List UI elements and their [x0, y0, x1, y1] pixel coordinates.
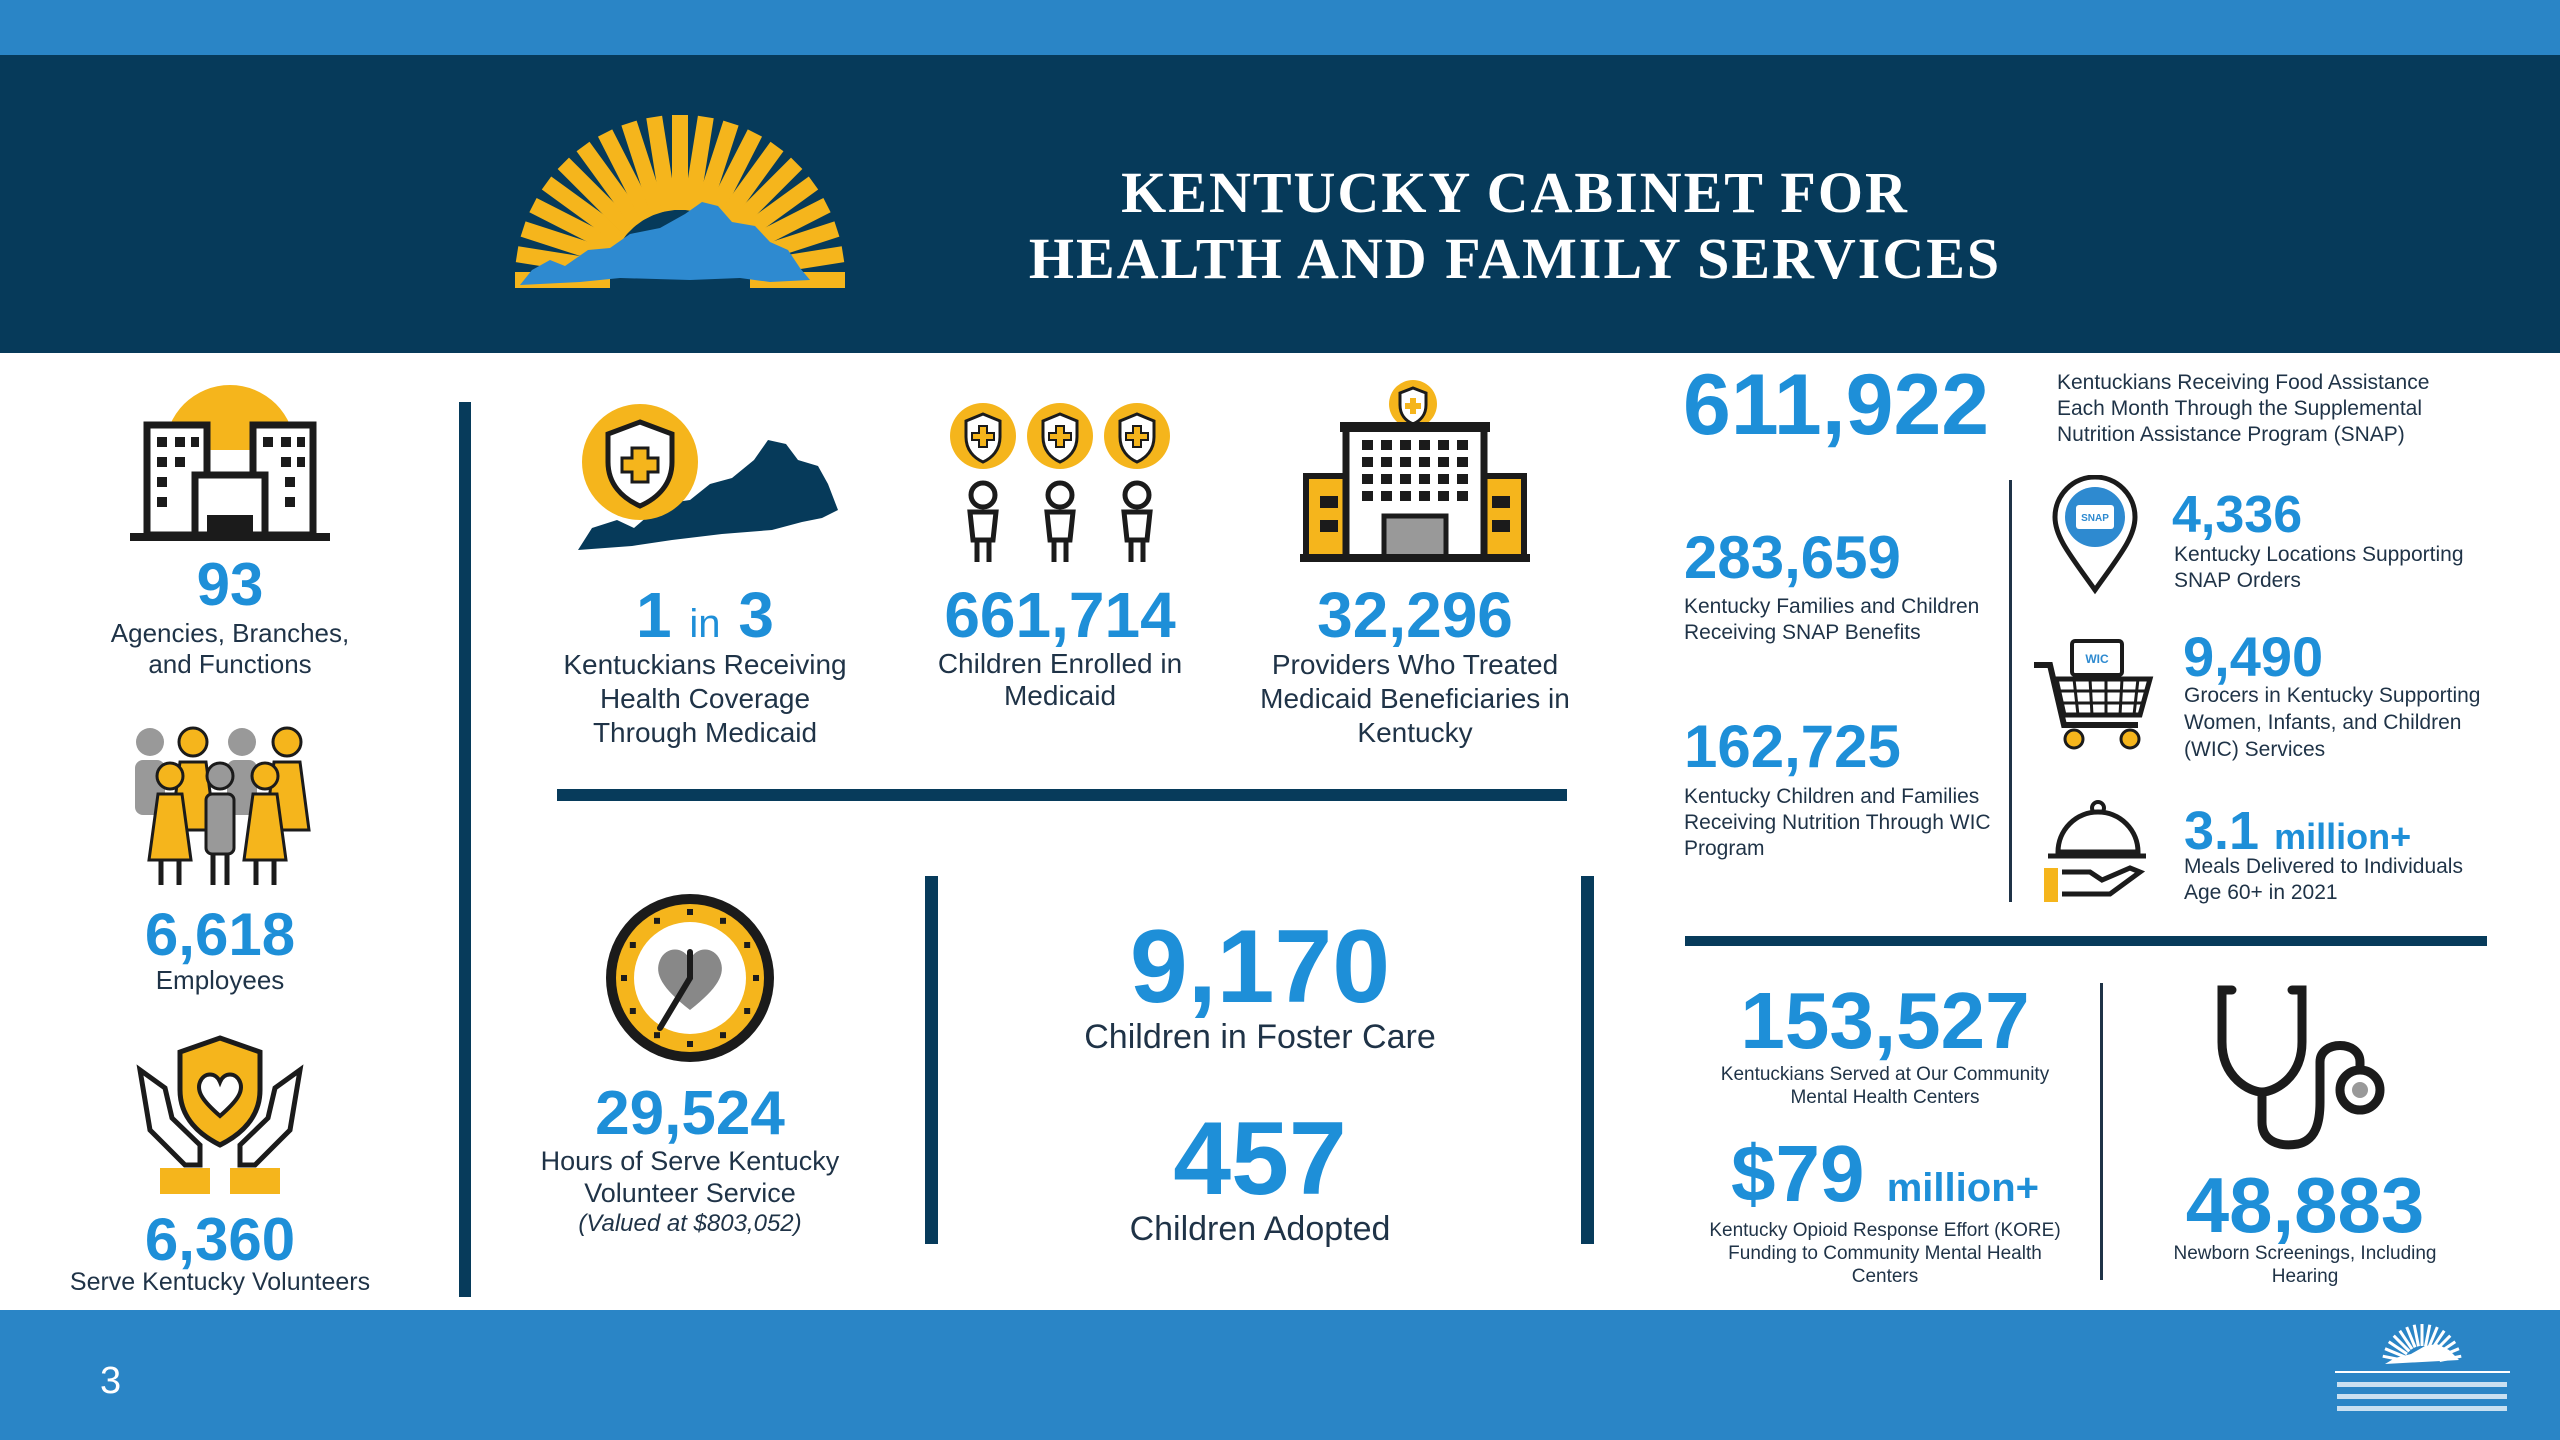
snap-divider: [2009, 480, 2012, 902]
kore-funding: $79 million+: [1700, 1128, 2070, 1220]
hands-heart-icon: [136, 1035, 304, 1194]
snap-families-count: 283,659: [1684, 524, 1901, 591]
snap-recipients-count: 611,922: [1683, 357, 1990, 453]
children-shield-icon: [950, 403, 1170, 562]
volunteers-label: Serve Kentucky Volunteers: [69, 1268, 371, 1296]
children-enrolled-label: Children Enrolled in Medicaid: [937, 648, 1183, 711]
coverage-ratio-numerator: 1: [636, 579, 672, 651]
top-band: [0, 0, 2560, 55]
mental-health-served-count: 153,527: [1740, 976, 2030, 1065]
meals-label: Meals Delivered to Individuals Age 60+ i…: [2184, 855, 2463, 904]
meals-count: 3.1 million+: [2184, 800, 2411, 862]
agencies-count: 93: [196, 551, 264, 618]
agencies-label: Agencies, Branches, and Functions: [110, 618, 350, 679]
kentucky-shield-icon: [578, 404, 838, 550]
snap-locations-count: 4,336: [2172, 486, 2303, 544]
meals-unit: million+: [2274, 816, 2412, 857]
mental-health-served-label: Kentuckians Served at Our Community Ment…: [1720, 1064, 2050, 1108]
providers-count: 32,296: [1317, 579, 1513, 651]
volunteer-hours-label: Hours of Serve Kentucky Volunteer Servic…: [540, 1146, 840, 1208]
volunteer-hours-note: (Valued at $803,052): [578, 1210, 802, 1237]
title-line-1: KENTUCKY CABINET FOR: [1121, 160, 1909, 225]
wic-label: Kentucky Children and Families Receiving…: [1684, 785, 1991, 860]
office-buildings-icon: [130, 385, 330, 541]
coverage-label: Kentuckians Receiving Health Coverage Th…: [563, 649, 847, 748]
kore-funding-label: Kentucky Opioid Response Effort (KORE) F…: [1709, 1220, 2061, 1287]
people-group-icon: [135, 726, 311, 885]
adopted-label: Children Adopted: [1129, 1210, 1391, 1248]
kore-funding-value: $79: [1731, 1129, 1865, 1218]
page-title: KENTUCKY CABINET FOR HEALTH AND FAMILY S…: [920, 160, 2110, 292]
foster-care-label: Children in Foster Care: [1084, 1018, 1436, 1056]
kore-funding-unit: million+: [1886, 1166, 2039, 1210]
snap-bottom-divider: [1685, 936, 2487, 946]
newborn-screenings-label: Newborn Screenings, Including Hearing: [2173, 1243, 2437, 1287]
header-banner: [0, 55, 2560, 353]
employees-label: Employees: [155, 965, 285, 995]
providers-label: Providers Who Treated Medicaid Beneficia…: [1260, 649, 1570, 748]
snap-families-label: Kentucky Families and Children Receiving…: [1684, 595, 1980, 644]
title-line-2: HEALTH AND FAMILY SERVICES: [1028, 226, 2002, 291]
clock-heart-icon: [606, 894, 774, 1062]
coverage-ratio: 1 in 3: [560, 578, 850, 652]
hospital-icon: [1300, 380, 1530, 562]
meal-cloche-icon: [2044, 800, 2146, 902]
snap-recipients-label: Kentuckians Receiving Food Assistance Ea…: [2057, 371, 2430, 446]
footer-logo-icon: [2335, 1324, 2510, 1411]
newborn-screenings-count: 48,883: [2185, 1161, 2425, 1249]
stethoscope-icon: [2217, 985, 2385, 1150]
foster-left-divider: [925, 876, 938, 1244]
shopping-cart-icon: WIC: [2034, 639, 2154, 750]
kentucky-sunburst-logo-icon: [515, 115, 845, 288]
wic-count: 162,725: [1684, 713, 1901, 780]
coverage-ratio-in: in: [689, 602, 721, 646]
map-pin-icon: SNAP: [2052, 475, 2138, 595]
mental-health-divider: [2100, 983, 2103, 1280]
slide-number: 3: [100, 1360, 122, 1402]
children-enrolled-count: 661,714: [944, 579, 1176, 651]
volunteer-hours-count: 29,524: [595, 1079, 785, 1148]
meals-value: 3.1: [2184, 801, 2260, 861]
wic-grocers-label: Grocers in Kentucky Supporting Women, In…: [2184, 684, 2481, 761]
wic-grocers-count: 9,490: [2183, 625, 2324, 688]
svg-text:WIC: WIC: [2085, 652, 2109, 666]
foster-right-divider: [1581, 876, 1594, 1244]
left-divider: [459, 402, 471, 1297]
snap-locations-label: Kentucky Locations Supporting SNAP Order…: [2174, 543, 2464, 592]
coverage-ratio-denominator: 3: [738, 579, 774, 651]
foster-care-count: 9,170: [1129, 909, 1391, 1025]
svg-text:SNAP: SNAP: [2081, 513, 2109, 524]
volunteers-count: 6,360: [144, 1206, 296, 1273]
bottom-band: [0, 1310, 2560, 1440]
adopted-count: 457: [1173, 1101, 1347, 1217]
employees-count: 6,618: [144, 901, 296, 968]
medicaid-divider: [557, 789, 1567, 801]
